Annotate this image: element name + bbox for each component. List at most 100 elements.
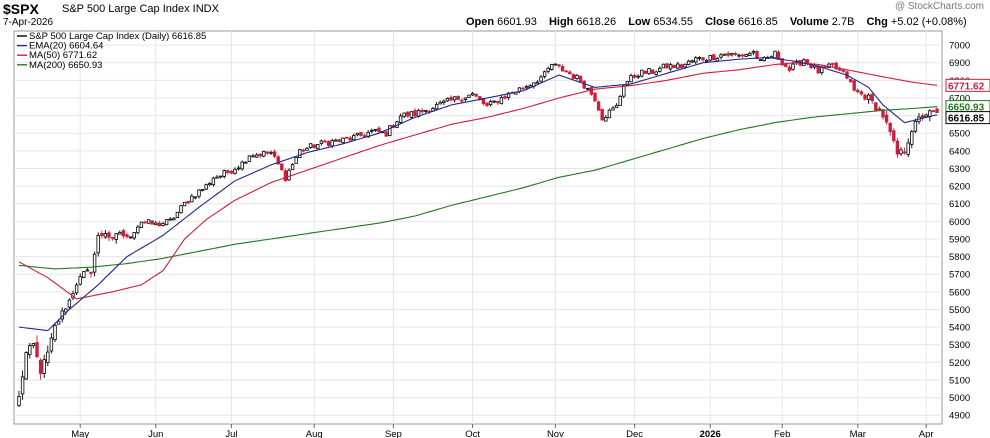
candle-body: [834, 62, 838, 70]
candle-body: [892, 130, 896, 142]
candle-up: [172, 217, 176, 221]
x-tick-label: Sep: [385, 429, 402, 438]
candle-body: [110, 236, 115, 239]
chart-header: $SPX S&P 500 Large Cap Index INDX 7-Apr-…: [0, 0, 990, 30]
legend-entry: MA(200) 6650.93: [29, 60, 102, 71]
candle-down: [359, 132, 363, 137]
candle-up: [352, 133, 356, 141]
candle-body: [708, 55, 712, 61]
candle-up: [254, 153, 259, 158]
candle-up: [28, 342, 32, 359]
y-tick-label: 6300: [949, 164, 970, 175]
candle-up: [67, 298, 72, 310]
price-tag: 6771.62: [945, 78, 990, 92]
candle-up: [470, 91, 475, 96]
candle-up: [442, 99, 446, 106]
candle-body: [251, 155, 255, 158]
candle-body: [359, 132, 363, 136]
candle-up: [24, 351, 28, 380]
candle-body: [460, 99, 464, 102]
instrument-name: S&P 500 Large Cap Index INDX: [62, 3, 219, 15]
candle-up: [92, 251, 97, 277]
x-tick-label: Aug: [306, 429, 323, 438]
candle-body: [496, 101, 500, 104]
candle-up: [164, 219, 169, 226]
candle-body: [935, 108, 939, 114]
candle-body: [686, 60, 691, 65]
candle-down: [503, 94, 507, 100]
x-tick-label: Mar: [850, 429, 866, 438]
candle-up: [697, 56, 702, 61]
y-tick-label: 6100: [949, 199, 970, 210]
candle-body: [488, 101, 493, 106]
candle-down: [643, 70, 648, 74]
candle-body: [629, 75, 633, 83]
candle-body: [611, 107, 615, 111]
candle-down: [564, 70, 568, 73]
candle-body: [262, 150, 266, 157]
candle-down: [787, 64, 792, 73]
candle-body: [539, 76, 543, 82]
candle-body: [679, 64, 684, 69]
candle-up: [139, 221, 144, 229]
candle-up: [193, 196, 198, 200]
candle-body: [870, 94, 874, 102]
candle-down: [650, 69, 655, 74]
candle-up: [722, 53, 727, 56]
candle-body: [542, 71, 547, 77]
ticker-symbol: $SPX: [3, 1, 39, 17]
axes: 4900 5000 5100 5200 5300 5400 5500 5600 5700 5800…: [71, 41, 990, 438]
candle-up: [294, 156, 298, 164]
candle-body: [193, 196, 198, 199]
candle-up: [215, 174, 219, 179]
candle-body: [28, 345, 32, 355]
close-label: Close: [705, 16, 736, 28]
candle-body: [85, 269, 90, 272]
candle-up: [802, 58, 806, 67]
candle-body: [89, 271, 93, 274]
candle-up: [308, 143, 313, 149]
candle-up: [53, 322, 57, 343]
candle-body: [740, 54, 745, 57]
candle-body: [445, 98, 450, 102]
candle-down: [226, 169, 230, 175]
candle-body: [287, 169, 291, 181]
candle-body: [143, 221, 147, 224]
candle-up: [704, 58, 709, 62]
candle-down: [600, 108, 604, 121]
candle-down: [596, 100, 601, 111]
candle-up: [46, 345, 50, 367]
candle-body: [910, 131, 914, 145]
candle-body: [604, 116, 608, 122]
candle-body: [211, 177, 216, 185]
candle-body: [618, 95, 622, 106]
candle-up: [269, 150, 273, 155]
candle-up: [452, 96, 457, 103]
candle-up: [661, 63, 666, 69]
ma50-line: [18, 62, 938, 300]
candle-body: [398, 115, 403, 123]
candle-down: [874, 101, 878, 112]
candle-body: [56, 320, 61, 325]
candle-body: [49, 337, 54, 352]
x-tick-label: May: [71, 429, 89, 438]
candle-body: [452, 96, 457, 101]
candle-body: [596, 101, 601, 111]
y-tick-label: 4900: [949, 411, 970, 422]
candle-body: [341, 137, 345, 143]
candle-body: [704, 60, 709, 62]
candle-body: [780, 58, 784, 66]
candle-body: [326, 141, 331, 146]
candle-body: [190, 195, 194, 203]
candle-down: [157, 220, 162, 227]
candle-body: [290, 164, 295, 171]
candle-body: [280, 163, 284, 171]
candle-body: [269, 151, 273, 154]
candle-down: [632, 73, 637, 79]
candle-up: [136, 224, 140, 235]
candle-up: [906, 138, 910, 158]
candle-body: [755, 50, 759, 60]
candle-up: [179, 204, 183, 214]
candle-body: [96, 235, 100, 254]
